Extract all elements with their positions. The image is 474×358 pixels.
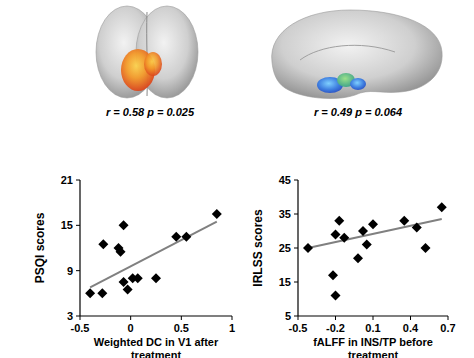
fit-line [90, 222, 217, 288]
point [331, 229, 341, 239]
x-tick-label: 0.1 [365, 322, 380, 334]
x-axis-label-line: fALFF in INS/TP before [313, 336, 433, 348]
y-tick-label: 25 [279, 242, 291, 254]
x-tick-label: -0.2 [326, 322, 345, 334]
x-tick [410, 316, 411, 320]
brain-posterior [96, 6, 198, 98]
point [328, 270, 338, 280]
point [116, 247, 126, 257]
point [331, 291, 341, 301]
x-axis-label-line: treatment [348, 349, 398, 358]
point [399, 216, 409, 226]
x-axis-label: Weighted DC in V1 aftertreatment [94, 336, 219, 358]
x-tick [335, 316, 336, 320]
point [119, 220, 129, 230]
x-tick [448, 316, 449, 320]
x-tick-label: 0 [128, 322, 134, 334]
figure: r = 0.58 p = 0.025 3 9 15 21 -0.5 0 0.5 1 PSQI sc… [0, 0, 474, 358]
point [133, 273, 143, 283]
x-axis [80, 315, 232, 316]
y-tick-label: 3 [67, 310, 73, 322]
x-tick-label: 0.7 [440, 322, 455, 334]
annotation: r = 0.49 p = 0.064 [314, 106, 402, 118]
chart: r = 0.58 p = 0.025 3 9 15 21 -0.5 0 0.5 1 PSQI sc… [33, 106, 235, 358]
point [368, 219, 378, 229]
activation [144, 52, 162, 76]
y-tick [76, 225, 80, 226]
y-tick [76, 270, 80, 271]
x-tick-label: -0.5 [289, 322, 308, 334]
annotation: r = 0.58 p = 0.025 [106, 106, 195, 118]
y-tick [294, 180, 298, 181]
point [421, 243, 431, 253]
point [412, 223, 422, 233]
y-tick [294, 282, 298, 283]
x-tick-label: 0.5 [174, 322, 189, 334]
y-tick [294, 316, 298, 317]
plot-area [303, 202, 447, 300]
x-axis-label: fALFF in INS/TP beforetreatment [313, 336, 433, 358]
point [334, 216, 344, 226]
x-tick [181, 316, 182, 320]
point [362, 240, 372, 250]
x-tick [130, 316, 131, 320]
hemisphere [272, 10, 442, 99]
x-tick [373, 316, 374, 320]
y-tick [294, 248, 298, 249]
point [303, 243, 313, 253]
x-tick [80, 316, 81, 320]
brain-medial [272, 10, 442, 99]
y-axis-label: IRLSS scores [251, 209, 265, 287]
point [98, 239, 108, 249]
y-tick-label: 15 [61, 219, 73, 231]
x-tick [298, 316, 299, 320]
sulcus [300, 45, 395, 60]
y-axis-label: PSQI scores [33, 212, 47, 283]
point [151, 273, 161, 283]
y-tick-label: 45 [279, 174, 291, 186]
y-tick-label: 21 [61, 174, 73, 186]
y-tick-label: 15 [279, 276, 291, 288]
chart: r = 0.49 p = 0.064 5 15 25 35 45 -0.5 -0.2 0.1 0.… [251, 106, 456, 358]
y-tick-label: 9 [67, 265, 73, 277]
x-tick-label: 0.4 [403, 322, 419, 334]
y-axis [79, 180, 80, 316]
x-tick-label: -0.5 [71, 322, 90, 334]
x-axis-label-line: treatment [131, 349, 181, 358]
y-tick [76, 316, 80, 317]
y-tick-label: 35 [279, 208, 291, 220]
fit-line [308, 219, 442, 248]
point [171, 232, 181, 242]
point [85, 288, 95, 298]
x-axis-label-line: Weighted DC in V1 after [94, 336, 219, 348]
plot-area [85, 209, 222, 298]
x-tick [232, 316, 233, 320]
x-tick-label: 1 [229, 322, 235, 334]
point [212, 209, 222, 219]
y-tick-label: 5 [285, 310, 291, 322]
activation [350, 78, 366, 90]
point [97, 288, 107, 298]
point [437, 202, 447, 212]
point [123, 285, 133, 295]
point [353, 253, 363, 263]
point [339, 233, 349, 243]
point [181, 232, 191, 242]
point [358, 226, 368, 236]
y-tick [76, 180, 80, 181]
y-tick [294, 214, 298, 215]
